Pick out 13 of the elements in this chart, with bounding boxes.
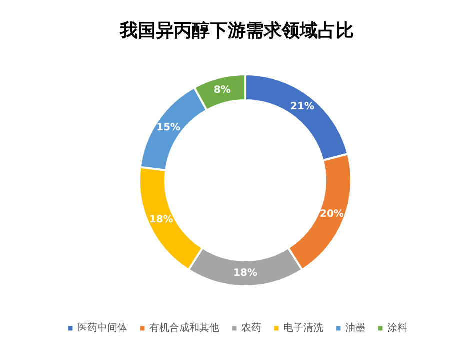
legend-label: 油墨 — [346, 322, 366, 335]
chart-title: 我国异丙醇下游需求领域占比 — [119, 20, 354, 40]
legend-label: 涂料 — [388, 322, 408, 335]
data-label: 21% — [290, 102, 314, 113]
data-label: 20% — [320, 209, 344, 220]
data-label: 18% — [234, 268, 258, 279]
data-label: 15% — [156, 122, 181, 134]
legend-label: 有机合成和其他 — [150, 322, 220, 335]
legend-label: 电子清洗 — [284, 322, 324, 335]
legend-label: 医药中间体 — [78, 322, 128, 335]
legend-label: 农药 — [242, 322, 262, 335]
data-label: 18% — [149, 214, 174, 226]
data-label: 8% — [214, 84, 231, 96]
